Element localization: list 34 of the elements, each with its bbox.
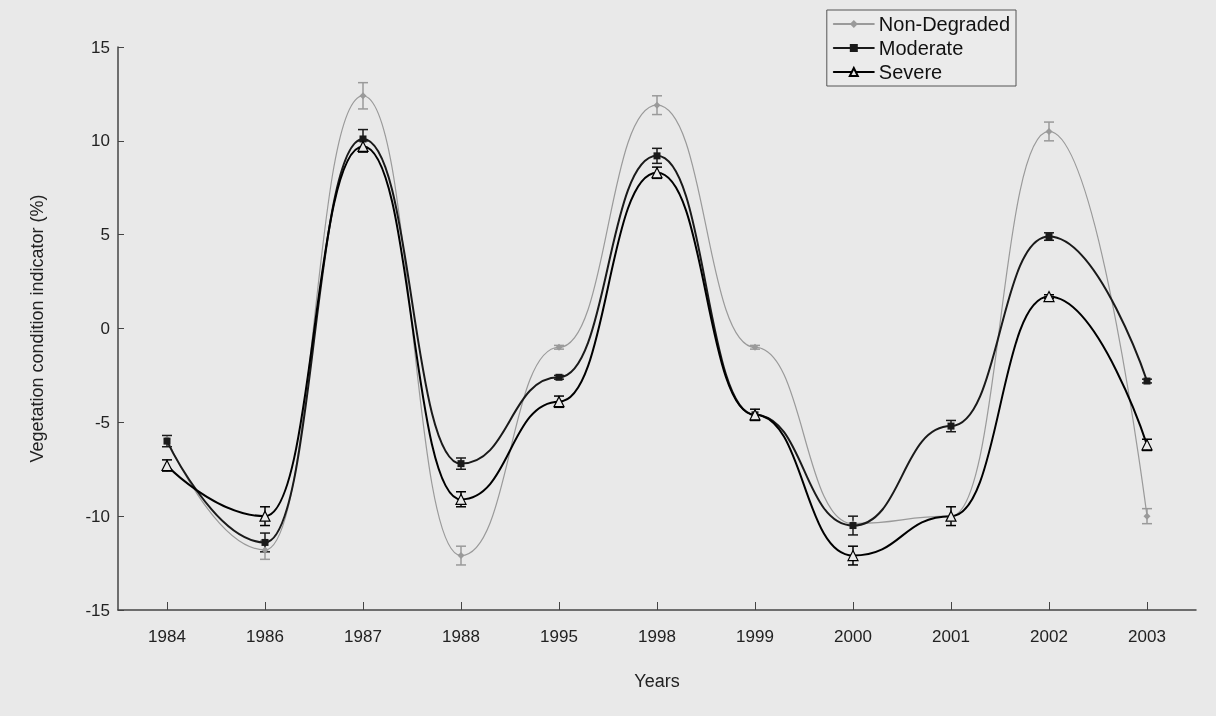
point — [261, 538, 269, 546]
x-tick-label: 2000 — [834, 627, 872, 646]
x-tick-label: 1999 — [736, 627, 774, 646]
legend-label: Severe — [878, 61, 943, 83]
x-tick-label: 2003 — [1128, 627, 1166, 646]
point — [1045, 127, 1053, 135]
point — [653, 152, 661, 160]
point — [359, 135, 367, 143]
point — [457, 552, 465, 560]
y-tick-label: 0 — [100, 319, 110, 338]
y-tick-label: 10 — [91, 131, 110, 151]
x-tick-label: 1984 — [148, 627, 186, 646]
x-tick-label: 2001 — [932, 627, 970, 646]
point — [261, 546, 269, 554]
y-tick-label: -5 — [94, 412, 110, 432]
y-tick-label: 5 — [100, 225, 110, 245]
y-tick-label: 15 — [91, 37, 110, 57]
x-tick-label: 1986 — [246, 627, 284, 646]
x-tick-label: 1998 — [638, 627, 676, 646]
y-tick-label: -15 — [85, 600, 110, 620]
x-tick-label: 2002 — [1030, 627, 1068, 646]
x-tick-label: 1987 — [344, 627, 382, 646]
legend-label: Non-Degraded — [878, 13, 1011, 35]
legend-label: Moderate — [878, 37, 964, 59]
x-tick-label: 1988 — [442, 627, 480, 646]
point — [359, 92, 367, 100]
x-tick-label: 1995 — [540, 627, 578, 646]
x-axis-title: Years — [634, 671, 680, 691]
point — [1143, 512, 1151, 520]
y-axis-title: Vegetation condition indicator (%) — [27, 194, 47, 463]
y-tick-label: -10 — [85, 506, 110, 526]
point — [653, 101, 661, 109]
point — [847, 549, 859, 562]
point — [259, 510, 271, 522]
